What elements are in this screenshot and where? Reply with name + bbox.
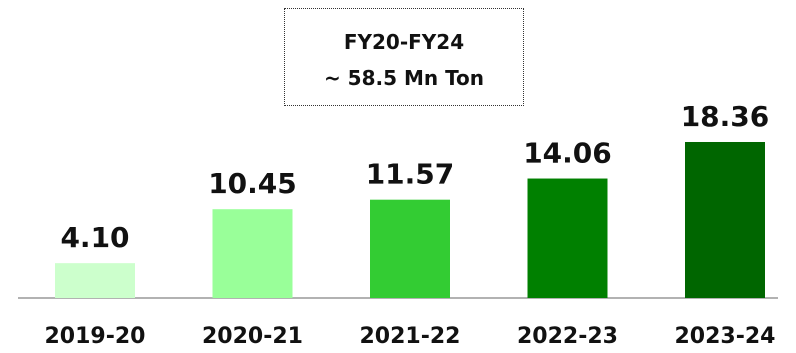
x-tick-label-2019-20: 2019-20 [45, 324, 146, 349]
bar-2023-24 [685, 141, 765, 298]
x-tick-label-2023-24: 2023-24 [675, 324, 776, 349]
annotation-box: FY20-FY24 ~ 58.5 Mn Ton [284, 8, 524, 106]
data-labels-layer: 4.10 10.45 11.57 14.06 18.36 [60, 100, 769, 254]
data-label-2022-23: 14.06 [523, 137, 612, 170]
annotation-line-2: ~ 58.5 Mn Ton [323, 66, 485, 90]
bar-2022-23 [527, 178, 608, 298]
bars-layer [55, 141, 765, 298]
data-label-2023-24: 18.36 [681, 100, 770, 133]
bar-2021-22 [370, 199, 450, 298]
bar-2020-21 [212, 209, 293, 298]
bar-2019-20 [55, 263, 135, 298]
x-tick-label-2020-21: 2020-21 [202, 324, 303, 349]
x-tick-label-2021-22: 2021-22 [360, 324, 461, 349]
annotation-line-1: FY20-FY24 [343, 30, 465, 54]
x-tick-label-2022-23: 2022-23 [517, 324, 618, 349]
x-tick-labels-layer: 2019-20 2020-21 2021-22 2022-23 2023-24 [45, 324, 776, 349]
data-label-2021-22: 11.57 [366, 158, 455, 191]
data-label-2020-21: 10.45 [208, 167, 297, 200]
data-label-2019-20: 4.10 [60, 221, 129, 254]
